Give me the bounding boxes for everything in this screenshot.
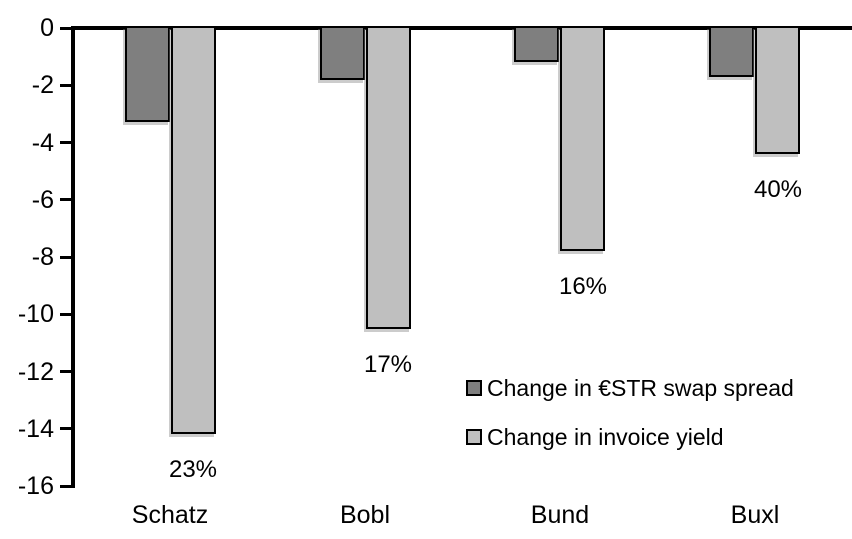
y-tick-label: -6 xyxy=(31,186,54,214)
legend-item: Change in invoice yield xyxy=(466,421,724,453)
bar-value-label: 40% xyxy=(753,176,803,203)
legend-swatch-icon xyxy=(466,380,482,396)
bar-bund-series-1 xyxy=(560,26,605,251)
legend-label: Change in invoice yield xyxy=(487,423,724,450)
bar-buxl-series-0 xyxy=(709,26,754,77)
y-tick-label: -10 xyxy=(17,300,54,328)
legend-item: Change in €STR swap spread xyxy=(466,372,794,404)
y-tick xyxy=(60,485,71,488)
category-label-buxl: Buxl xyxy=(730,501,780,529)
y-tick-label: -14 xyxy=(17,415,54,443)
bar-value-label: 23% xyxy=(168,456,218,483)
y-tick xyxy=(60,427,71,430)
bar-schatz-series-1 xyxy=(171,26,216,434)
y-axis-line xyxy=(71,26,75,488)
y-tick xyxy=(60,27,71,30)
category-label-bobl: Bobl xyxy=(339,501,391,529)
y-tick-label: 0 xyxy=(40,14,54,42)
bar-bund-series-0 xyxy=(514,26,559,62)
y-tick xyxy=(60,141,71,144)
y-tick xyxy=(60,313,71,316)
y-tick xyxy=(60,84,71,87)
y-tick-label: -16 xyxy=(17,472,54,500)
y-tick xyxy=(60,198,71,201)
bar-bobl-series-1 xyxy=(366,26,411,329)
y-tick xyxy=(60,256,71,259)
y-tick-label: -8 xyxy=(31,243,54,271)
y-tick-label: -4 xyxy=(31,129,54,157)
bar-schatz-series-0 xyxy=(125,26,170,122)
zero-baseline xyxy=(71,26,852,30)
bar-buxl-series-1 xyxy=(755,26,800,154)
y-tick xyxy=(60,370,71,373)
y-tick-label: -2 xyxy=(31,71,54,99)
category-label-bund: Bund xyxy=(530,501,590,529)
legend-swatch-icon xyxy=(466,429,482,445)
bar-bobl-series-0 xyxy=(320,26,365,80)
category-label-schatz: Schatz xyxy=(131,501,209,529)
bar-value-label: 17% xyxy=(363,351,413,378)
legend-label: Change in €STR swap spread xyxy=(487,374,794,401)
y-tick-label: -12 xyxy=(17,358,54,386)
bar-value-label: 16% xyxy=(558,273,608,300)
